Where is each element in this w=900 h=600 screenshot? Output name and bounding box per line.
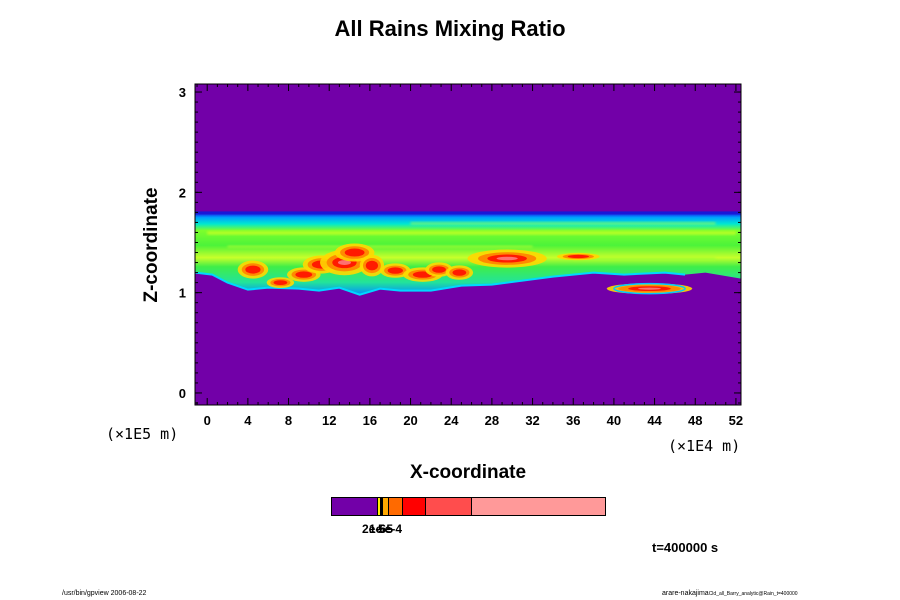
x-tick-label: 28 xyxy=(485,413,499,428)
colorbar-segment xyxy=(470,498,606,515)
colorbar-label: 2e-6 xyxy=(362,522,387,536)
rain-layer-top-edge xyxy=(195,211,741,215)
colorbar-segment xyxy=(332,498,377,515)
plot-frame xyxy=(194,83,742,406)
colorbar-segment xyxy=(381,498,388,515)
colorbar xyxy=(331,497,606,516)
time-label: t=400000 s xyxy=(652,540,719,555)
x-tick-label: 4 xyxy=(244,413,252,428)
convective-cell-core xyxy=(432,266,446,273)
footer-author: arare-nakajimaCld_all_Barry_analytic@Rai… xyxy=(662,590,798,597)
x-tick-label: 40 xyxy=(607,413,621,428)
colorbar-segment xyxy=(424,498,471,515)
colorbar-label: 1e-5 xyxy=(369,522,394,536)
x-tick-label: 16 xyxy=(363,413,377,428)
convective-cell-core xyxy=(273,280,288,286)
x-tick-label: 0 xyxy=(204,413,211,428)
x-tick-label: 32 xyxy=(525,413,539,428)
rain-streak xyxy=(207,231,736,235)
y-scale-label: (×1E5 m) xyxy=(106,425,178,443)
colorbar-segment xyxy=(376,498,380,515)
convective-cell-core xyxy=(567,254,589,259)
y-tick-label: 1 xyxy=(179,286,186,301)
convective-cell-core xyxy=(365,260,379,271)
chart-title: All Rains Mixing Ratio xyxy=(334,16,566,41)
rain-streak xyxy=(573,257,716,261)
convective-cell-peak xyxy=(337,260,351,266)
y-tick-label: 2 xyxy=(179,185,186,200)
y-tick-label: 3 xyxy=(179,85,186,100)
x-tick-label: 36 xyxy=(566,413,580,428)
x-tick-label: 12 xyxy=(322,413,336,428)
colorbar-label: 5e-4 xyxy=(378,522,403,536)
convective-cell-core xyxy=(387,267,403,274)
convective-cell-peak xyxy=(496,256,518,261)
rain-layer-bottom-edge xyxy=(195,271,686,296)
convective-cell-core xyxy=(245,265,261,274)
y-axis-label: Z-coordinate xyxy=(141,187,162,302)
rain-streak xyxy=(227,245,533,248)
footer-command: /usr/bin/gpview 2006-08-22 xyxy=(62,590,147,597)
x-tick-label: 8 xyxy=(285,413,292,428)
rain-field xyxy=(195,211,741,296)
y-tick-label: 0 xyxy=(179,386,186,401)
rain-streak xyxy=(410,222,716,225)
colorbar-segment xyxy=(402,498,425,515)
convective-cell-core xyxy=(452,269,467,276)
convective-cell-core xyxy=(344,248,365,257)
colorbar-segment xyxy=(387,498,403,515)
rain-patch-rim xyxy=(613,282,686,295)
x-axis-label: X-coordinate xyxy=(410,462,526,483)
convective-cell-core xyxy=(295,271,313,278)
x-tick-label: 20 xyxy=(403,413,417,428)
x-tick-label: 24 xyxy=(444,413,459,428)
colorbar-segment xyxy=(379,498,382,515)
x-tick-label: 48 xyxy=(688,413,702,428)
x-tick-label: 44 xyxy=(647,413,662,428)
x-tick-label: 52 xyxy=(729,413,743,428)
convective-cell-peak xyxy=(638,287,661,290)
x-scale-label: (×1E4 m) xyxy=(668,437,740,455)
